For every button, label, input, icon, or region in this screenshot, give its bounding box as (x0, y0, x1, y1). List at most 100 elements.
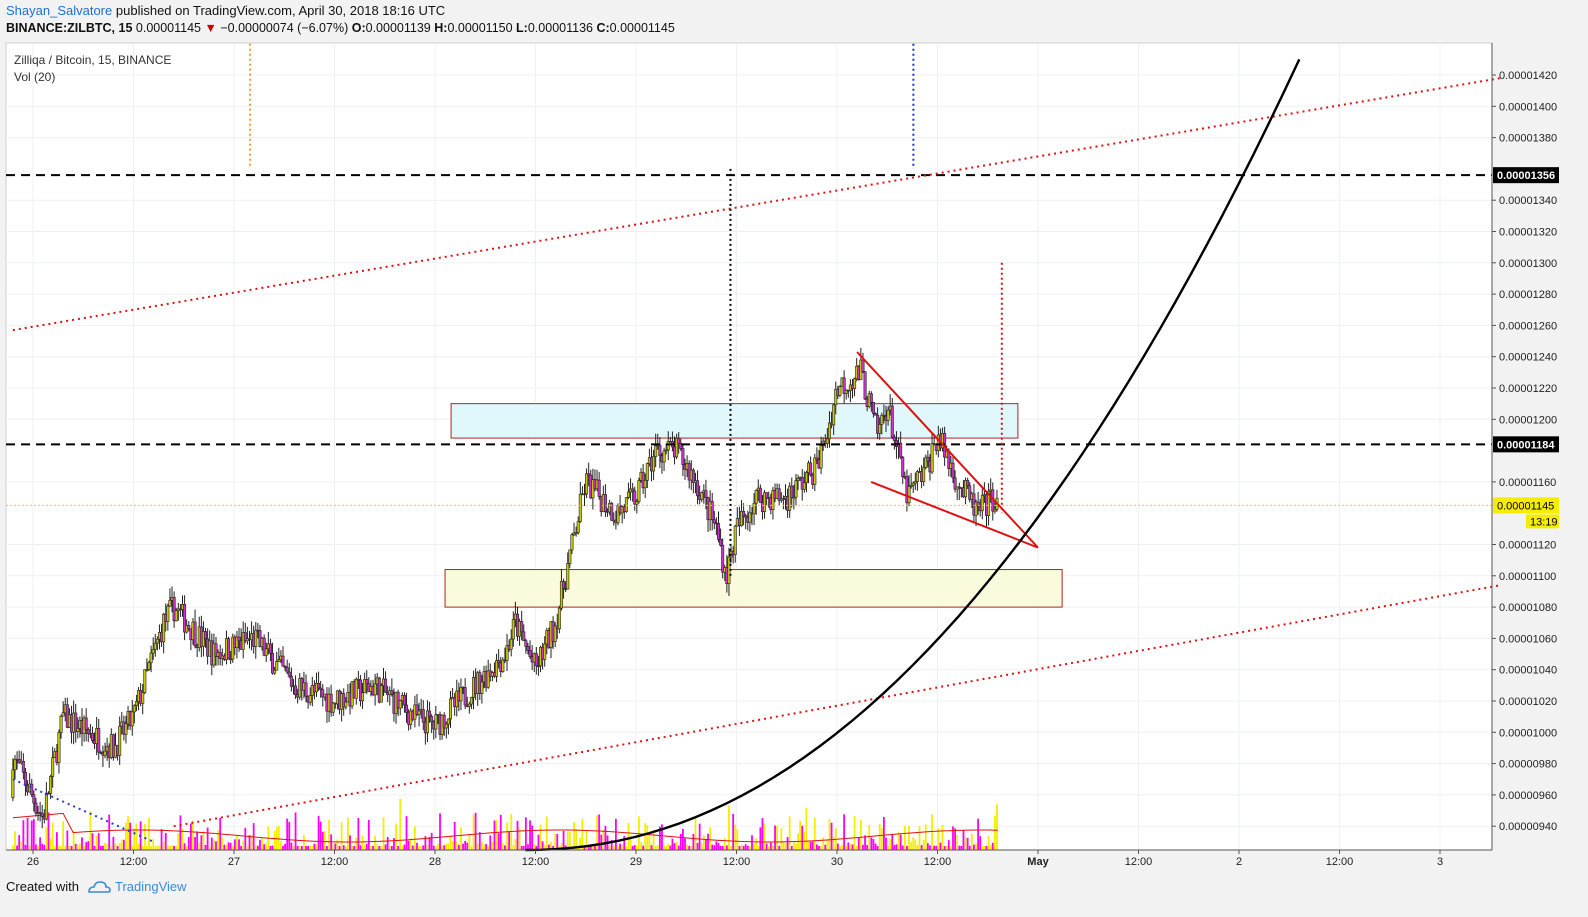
volume-bar (665, 845, 668, 850)
candle-body (172, 596, 176, 622)
volume-bar (292, 845, 295, 850)
volume-bar (22, 820, 25, 850)
volume-bar (725, 845, 728, 850)
volume-bar (617, 845, 619, 850)
author-link[interactable]: Shayan_Salvatore (6, 3, 113, 18)
volume-bar (901, 845, 904, 850)
volume-bar (985, 845, 988, 850)
candle-body (528, 650, 532, 657)
volume-bar (933, 845, 936, 850)
candle-body (880, 414, 884, 425)
price-axis[interactable]: 0.00001420 0.00001400 0.00001380 0.00001340… (1491, 43, 1559, 850)
volume-bar (621, 845, 624, 850)
volume-bar (55, 832, 58, 850)
volume-bar (893, 844, 896, 850)
volume-bar (122, 839, 125, 850)
volume-bar (847, 842, 850, 850)
candle-body (480, 681, 484, 694)
volume-bar (751, 835, 753, 850)
volume-bar (508, 832, 511, 850)
volume-bar (386, 837, 389, 850)
volume-bar (483, 844, 485, 850)
candle-body (520, 621, 524, 633)
volume-bar (353, 845, 356, 850)
time-axis[interactable]: 26 12:00 27 12:00 28 12:00 29 12:00 30 12:00 May 12… (6, 849, 1492, 868)
candle-body (231, 636, 235, 660)
candle-body (763, 492, 767, 512)
volume-bar (229, 842, 232, 850)
candle-body (641, 471, 645, 489)
volume-bar (91, 833, 94, 850)
candle-body (909, 484, 913, 487)
candle-body (275, 661, 279, 671)
volume-bar (539, 824, 542, 850)
candle-body (237, 636, 241, 642)
volume-bar (939, 842, 942, 850)
volume-bar (244, 827, 247, 850)
volume-bar (675, 841, 678, 850)
volume-bar (885, 837, 887, 850)
candle-body (49, 776, 53, 794)
volume-bar (390, 846, 393, 850)
candle-body (44, 792, 48, 820)
volume-bar (795, 843, 797, 850)
candle-body (390, 690, 394, 695)
volume-bar (213, 839, 215, 850)
candle-body (901, 456, 905, 478)
volume-bar (638, 816, 640, 850)
volume-bar (906, 845, 908, 850)
volume-bar (497, 833, 500, 850)
tradingview-logo-link[interactable]: TradingView (87, 879, 187, 894)
volume-bar (236, 835, 238, 850)
candle-body (913, 481, 917, 484)
volume-bar (625, 845, 628, 850)
candle-body (740, 510, 744, 526)
price-chart[interactable]: 0.00001420 0.00001400 0.00001380 0.00001340… (0, 0, 1588, 875)
volume-bar (254, 845, 257, 850)
volume-bar (378, 845, 381, 850)
volume-bar (849, 843, 852, 850)
volume-bar (700, 842, 703, 850)
candle-body (243, 632, 247, 642)
volume-bar (296, 845, 299, 850)
time-tick-label: May (1027, 856, 1049, 868)
volume-bar (351, 845, 353, 850)
volume-bar (688, 845, 691, 850)
volume-bar (104, 842, 106, 850)
volume-bar (160, 829, 163, 850)
volume-bar (192, 820, 194, 850)
volume-bar (548, 844, 550, 850)
last-price-label: 0.00001145 (1497, 500, 1554, 512)
volume-bar (862, 844, 864, 850)
volume-bar (709, 827, 712, 850)
candle-body (273, 669, 277, 674)
volume-bar (347, 817, 349, 850)
volume-bar (895, 844, 898, 850)
candle-body (892, 436, 896, 441)
volume-bar (481, 841, 483, 850)
wedge-line (856, 351, 1039, 549)
candle-body (40, 813, 44, 817)
volume-bar (713, 845, 716, 850)
volume-bar (631, 845, 634, 850)
volume-bar (439, 813, 441, 850)
candle-body (444, 723, 448, 729)
volume-bar (16, 845, 18, 850)
volume-bar (60, 846, 62, 850)
volume-bar (470, 845, 473, 850)
candle-body (652, 456, 656, 472)
candle-body (566, 563, 570, 590)
volume-bar (464, 841, 467, 850)
cloud-icon (88, 880, 111, 893)
candle-body (748, 512, 752, 523)
volume-bar (876, 845, 879, 850)
volume-bar (326, 845, 328, 850)
candle-body (610, 502, 614, 521)
volume-bar (116, 845, 119, 850)
volume-bar (535, 845, 538, 850)
volume-bar (993, 815, 996, 850)
volume-bar (317, 815, 320, 850)
candle-body (384, 678, 388, 693)
volume-bar (583, 845, 586, 850)
candle-body (34, 802, 38, 814)
